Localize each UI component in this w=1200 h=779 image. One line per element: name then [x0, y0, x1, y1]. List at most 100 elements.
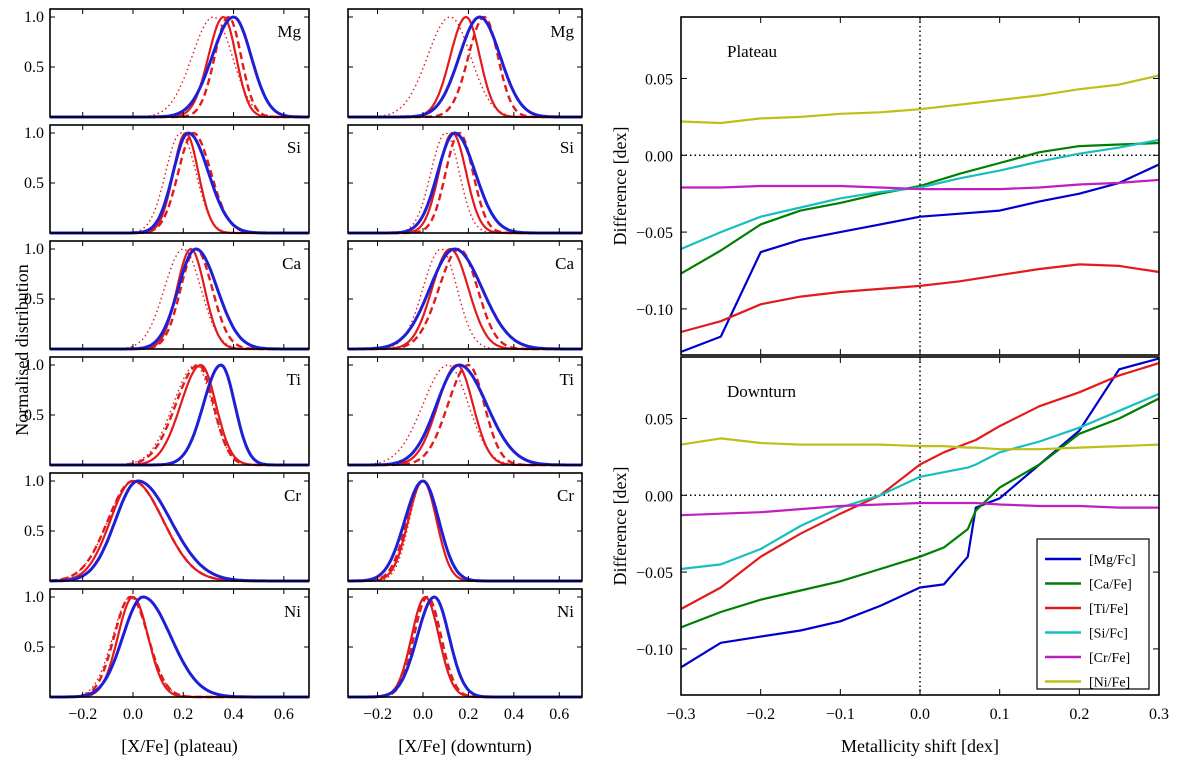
blue-curve — [50, 131, 309, 235]
x-tick-label: 0.2 — [458, 706, 478, 723]
element-label: Mg — [550, 22, 574, 41]
x-tick-label: 0.6 — [549, 706, 569, 723]
red-solid-curve — [50, 15, 309, 119]
red-solid-curve — [50, 247, 309, 351]
dist-panel-mg-downturn: Mg — [347, 8, 583, 119]
y-tick-label: −0.05 — [636, 565, 673, 582]
blue-curve — [50, 363, 309, 467]
red-solid-curve — [50, 595, 309, 699]
y-tick-label: 1.0 — [24, 589, 44, 606]
x-tick-label: 0.4 — [224, 706, 244, 723]
y-tick-label: 1.0 — [24, 125, 44, 142]
element-label: Si — [560, 138, 574, 157]
x-tick-label: −0.2 — [746, 706, 775, 723]
series-line-mgfe — [680, 163, 1160, 353]
series-line-tife — [680, 263, 1160, 334]
red-dashed-curve — [50, 247, 309, 351]
element-label: Ni — [557, 602, 574, 621]
y-axis-label: Difference [dex] — [610, 466, 630, 585]
y-tick-label: −0.10 — [636, 302, 673, 319]
x-tick-label: 0.1 — [990, 706, 1010, 723]
red-dashed-curve — [348, 15, 582, 119]
legend-label: [Si/Fc] — [1089, 627, 1128, 642]
y-tick-label: 0.5 — [24, 175, 44, 192]
panel-frame — [49, 8, 310, 118]
element-label: Ti — [286, 370, 301, 389]
series-line-nife — [680, 437, 1160, 451]
downturn-panel: −0.10 −0.05 0.00 0.05 −0.3 −0.2 −0.1 0.0 0.1 0.2 0… — [610, 356, 1169, 756]
red-dotted-curve — [50, 16, 309, 118]
dist-panel-mg-plateau: 0.5 1.0 Mg — [24, 8, 310, 119]
y-axis-label: Normalised distribution — [12, 264, 32, 435]
y-tick-label: 0.5 — [24, 407, 44, 424]
y-tick-label: 1.0 — [24, 241, 44, 258]
y-tick-label: 0.05 — [645, 411, 673, 428]
x-tick-label: 0.0 — [910, 706, 930, 723]
series-line-sife — [680, 138, 1160, 251]
series-line-cafe — [680, 141, 1160, 275]
dist-panel-ca-downturn: Ca — [347, 240, 583, 351]
y-axis-label: Difference [dex] — [610, 126, 630, 245]
red-dotted-curve — [348, 480, 582, 582]
element-label: Cr — [284, 486, 301, 505]
dist-panel-ni-downturn: −0.2 0.0 0.2 0.4 0.6 Ni — [347, 588, 583, 723]
blue-curve — [348, 131, 582, 235]
red-dotted-curve — [348, 248, 582, 350]
dist-panel-ni-plateau: 0.5 1.0 −0.2 0.0 0.2 0.4 0.6 Ni — [24, 588, 310, 723]
legend-label: [Ti/Fe] — [1089, 602, 1128, 617]
element-label: Si — [287, 138, 301, 157]
panel-frame — [49, 472, 310, 582]
series-line-sife — [680, 392, 1160, 571]
x-tick-label: 0.2 — [173, 706, 193, 723]
red-solid-curve — [348, 364, 582, 467]
red-dotted-curve — [50, 596, 309, 698]
x-tick-label: 0.0 — [123, 706, 143, 723]
red-dashed-curve — [348, 479, 582, 583]
dist-panel-si-plateau: 0.5 1.0 Si — [24, 124, 310, 235]
series-line-nife — [680, 74, 1160, 125]
x-tick-label: 0.4 — [504, 706, 524, 723]
series-line-tife — [680, 362, 1160, 610]
y-tick-label: 1.0 — [24, 357, 44, 374]
x-tick-label: 0.2 — [1069, 706, 1089, 723]
plateau-panel: −0.10 −0.05 0.00 0.05 Plateau Difference [dex… — [610, 16, 1160, 356]
x-axis-label: Metallicity shift [dex] — [841, 736, 999, 756]
panel-frame — [347, 356, 583, 466]
red-dotted-curve — [49, 480, 309, 582]
x-tick-label: −0.1 — [826, 706, 855, 723]
x-axis-label: [X/Fe] (plateau) — [121, 736, 237, 757]
legend: [Mg/Fc] [Ca/Fe] [Ti/Fe] [Si/Fc] [Cr/Fe] [Ni/F… — [1036, 538, 1150, 691]
red-solid-curve — [49, 479, 309, 583]
blue-curve — [50, 15, 309, 119]
dist-panel-ti-downturn: Ti — [347, 356, 583, 467]
element-label: Cr — [557, 486, 574, 505]
red-dashed-curve — [348, 247, 582, 351]
element-label: Ti — [559, 370, 574, 389]
x-tick-label: 0.3 — [1149, 706, 1169, 723]
dist-panel-cr-plateau: 0.5 1.0 Cr — [24, 472, 310, 583]
panel-frame — [347, 8, 583, 118]
element-label: Mg — [277, 22, 301, 41]
series-line-crfe — [680, 501, 1159, 517]
red-dotted-curve — [348, 596, 582, 698]
y-tick-label: 0.5 — [24, 59, 44, 76]
series-line-cafe — [680, 397, 1160, 629]
legend-label: [Mg/Fc] — [1089, 553, 1136, 568]
panel-frame — [347, 240, 583, 350]
x-tick-label: 0.6 — [274, 706, 294, 723]
panel-frame — [49, 356, 310, 466]
element-label: Ca — [282, 254, 301, 273]
red-solid-curve — [348, 247, 582, 351]
red-dashed-curve — [50, 595, 309, 699]
y-tick-label: −0.05 — [636, 225, 673, 242]
blue-curve — [50, 247, 309, 351]
element-label: Ni — [284, 602, 301, 621]
y-tick-label: 0.5 — [24, 291, 44, 308]
panel-frame — [49, 124, 310, 234]
blue-curve — [348, 595, 582, 699]
series-line-mgfe — [680, 357, 1160, 669]
y-tick-label: 1.0 — [24, 473, 44, 490]
red-dotted-curve — [50, 248, 309, 350]
dist-panel-cr-downturn: Cr — [347, 472, 583, 583]
red-solid-curve — [50, 363, 309, 467]
